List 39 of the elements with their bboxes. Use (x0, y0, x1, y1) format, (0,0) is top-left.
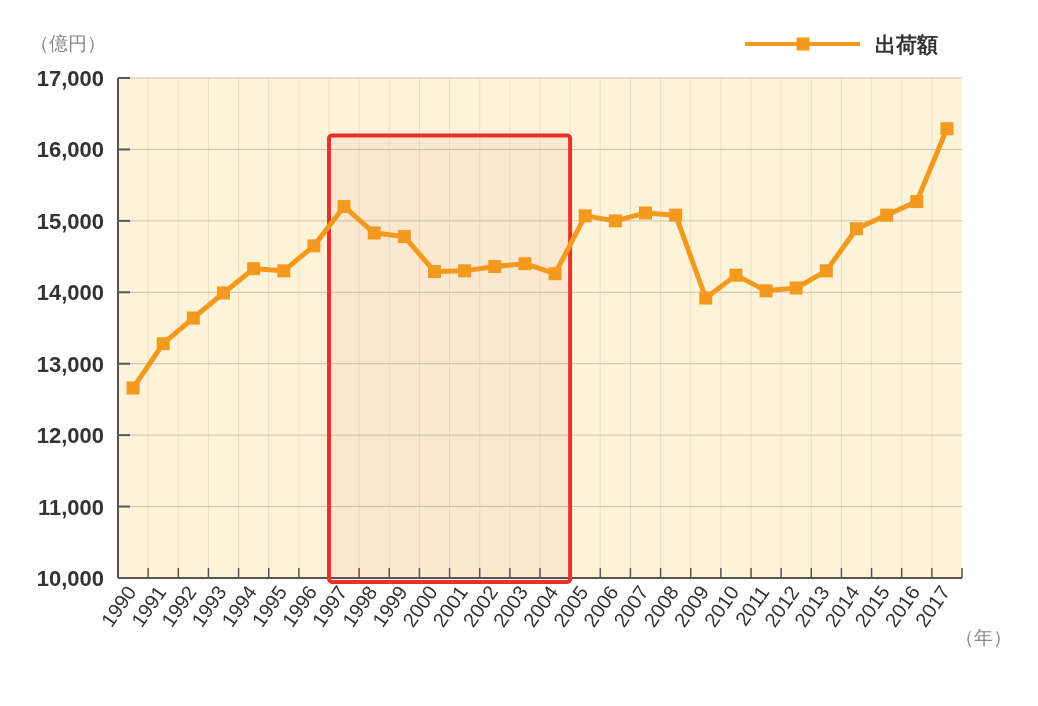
point (397, 230, 411, 244)
point (217, 286, 230, 300)
x-axis-title: （年） (955, 627, 1012, 648)
point (337, 200, 351, 214)
point (307, 239, 321, 253)
point (940, 122, 954, 136)
point (578, 209, 592, 223)
point (488, 260, 502, 274)
point (850, 222, 863, 236)
y-tick-label: 17,000 (36, 66, 104, 91)
y-axis-title: （億円） (30, 33, 106, 54)
point (669, 208, 683, 222)
y-tick-label: 14,000 (36, 280, 104, 306)
y-tick-label: 15,000 (36, 208, 104, 234)
y-tick-label: 11,000 (37, 494, 104, 520)
point (518, 257, 532, 271)
point (458, 264, 472, 278)
point (186, 311, 200, 325)
point (639, 206, 652, 220)
point (126, 381, 140, 395)
y-tick-label: 10,000 (36, 566, 104, 591)
point (699, 291, 713, 305)
point (428, 265, 441, 279)
point (880, 208, 894, 222)
point (759, 284, 773, 298)
y-tick-label: 13,000 (36, 351, 104, 377)
point (608, 214, 622, 228)
y-tick-label: 16,000 (36, 137, 104, 163)
point (156, 337, 170, 351)
point (789, 281, 803, 295)
point (910, 195, 924, 209)
point (247, 262, 261, 276)
y-tick-label: 12,000 (36, 423, 104, 449)
point (729, 268, 743, 282)
point (367, 226, 381, 240)
text: 出荷額 (875, 33, 938, 57)
point (548, 267, 562, 281)
point (819, 264, 833, 278)
point (277, 264, 291, 278)
